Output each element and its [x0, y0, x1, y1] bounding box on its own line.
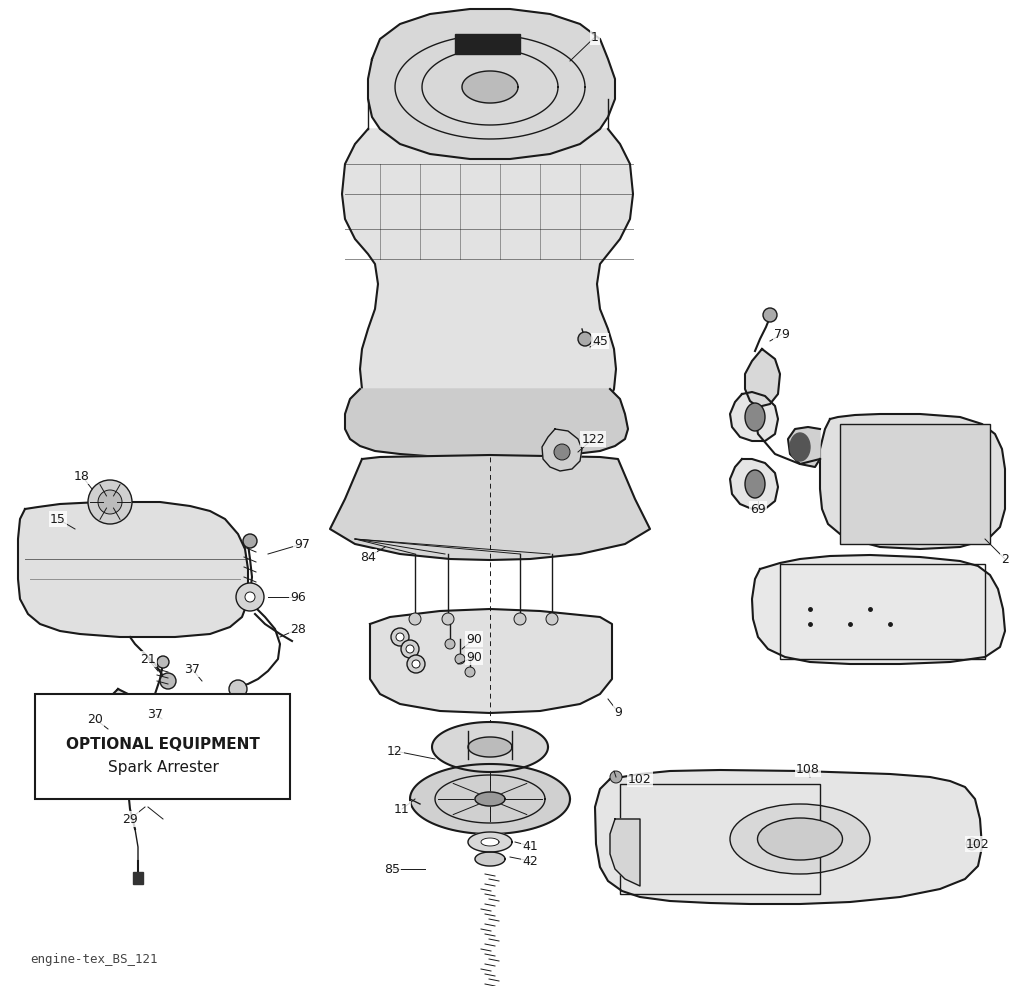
Circle shape: [407, 656, 425, 673]
Circle shape: [236, 584, 264, 611]
Text: 9: 9: [614, 706, 622, 719]
Polygon shape: [345, 389, 628, 458]
Text: 42: 42: [522, 855, 538, 868]
Polygon shape: [481, 838, 499, 846]
Text: 41: 41: [522, 840, 538, 853]
Polygon shape: [730, 392, 778, 442]
Text: 21: 21: [140, 653, 156, 666]
Circle shape: [763, 309, 777, 322]
Text: 102: 102: [966, 838, 990, 851]
Text: 85: 85: [384, 863, 400, 876]
Bar: [133, 872, 143, 884]
Circle shape: [157, 657, 169, 669]
Ellipse shape: [745, 470, 765, 499]
Circle shape: [243, 534, 257, 548]
Text: 28: 28: [290, 623, 306, 636]
Circle shape: [245, 593, 255, 602]
Text: Spark Arrester: Spark Arrester: [108, 760, 218, 775]
Bar: [780, 564, 985, 660]
Polygon shape: [432, 723, 548, 772]
Circle shape: [160, 673, 176, 689]
Polygon shape: [788, 428, 820, 467]
Polygon shape: [18, 503, 248, 637]
Text: 37: 37: [147, 708, 163, 721]
Text: 90: 90: [466, 633, 482, 646]
Polygon shape: [342, 130, 633, 436]
Polygon shape: [462, 72, 518, 104]
Circle shape: [465, 668, 475, 677]
Polygon shape: [468, 738, 512, 757]
Text: engine-tex_BS_121: engine-tex_BS_121: [30, 952, 158, 965]
Circle shape: [229, 680, 247, 698]
Text: 122: 122: [582, 433, 605, 446]
Circle shape: [455, 655, 465, 665]
Circle shape: [610, 771, 622, 783]
Text: 29: 29: [122, 812, 138, 825]
Circle shape: [578, 332, 592, 347]
Text: 2: 2: [1001, 553, 1009, 566]
Text: 45: 45: [592, 335, 608, 348]
Circle shape: [445, 639, 455, 650]
Text: 11: 11: [394, 803, 410, 815]
Text: 84: 84: [360, 551, 376, 564]
Circle shape: [391, 628, 409, 647]
Polygon shape: [745, 350, 780, 407]
Text: 69: 69: [751, 503, 766, 516]
Polygon shape: [330, 456, 650, 560]
Circle shape: [98, 490, 122, 515]
Bar: [840, 425, 990, 544]
Ellipse shape: [790, 434, 810, 461]
Circle shape: [554, 445, 570, 460]
Text: OPTIONAL EQUIPMENT: OPTIONAL EQUIPMENT: [67, 737, 260, 751]
Polygon shape: [468, 832, 512, 852]
Circle shape: [406, 646, 414, 654]
Text: 108: 108: [796, 763, 820, 776]
Text: 96: 96: [290, 591, 306, 603]
Ellipse shape: [730, 805, 870, 875]
Polygon shape: [610, 819, 640, 886]
Polygon shape: [730, 459, 778, 510]
Polygon shape: [370, 609, 612, 713]
Polygon shape: [100, 689, 155, 764]
Text: 97: 97: [294, 538, 310, 551]
Text: 18: 18: [74, 470, 90, 483]
Text: 102: 102: [628, 773, 652, 786]
Polygon shape: [475, 852, 505, 866]
Text: 79: 79: [774, 328, 790, 341]
Text: 15: 15: [50, 513, 66, 526]
Circle shape: [396, 633, 404, 641]
Circle shape: [546, 613, 558, 625]
Bar: [455, 35, 520, 55]
Polygon shape: [752, 555, 1005, 665]
Text: 12: 12: [387, 744, 402, 757]
Circle shape: [88, 480, 132, 525]
Ellipse shape: [758, 818, 843, 860]
Text: 90: 90: [466, 651, 482, 664]
Polygon shape: [820, 414, 1005, 549]
Text: 20: 20: [87, 713, 103, 726]
Polygon shape: [542, 430, 582, 471]
Circle shape: [409, 613, 421, 625]
Text: 37: 37: [184, 663, 200, 675]
Polygon shape: [475, 792, 505, 807]
Circle shape: [966, 838, 978, 850]
Polygon shape: [595, 770, 982, 904]
Polygon shape: [368, 10, 615, 160]
Ellipse shape: [745, 403, 765, 432]
Circle shape: [442, 613, 454, 625]
Circle shape: [401, 640, 419, 659]
Polygon shape: [410, 764, 570, 834]
Text: 1: 1: [591, 32, 599, 44]
Circle shape: [412, 661, 420, 669]
Bar: [620, 784, 820, 894]
Circle shape: [514, 613, 526, 625]
FancyBboxPatch shape: [35, 694, 290, 800]
